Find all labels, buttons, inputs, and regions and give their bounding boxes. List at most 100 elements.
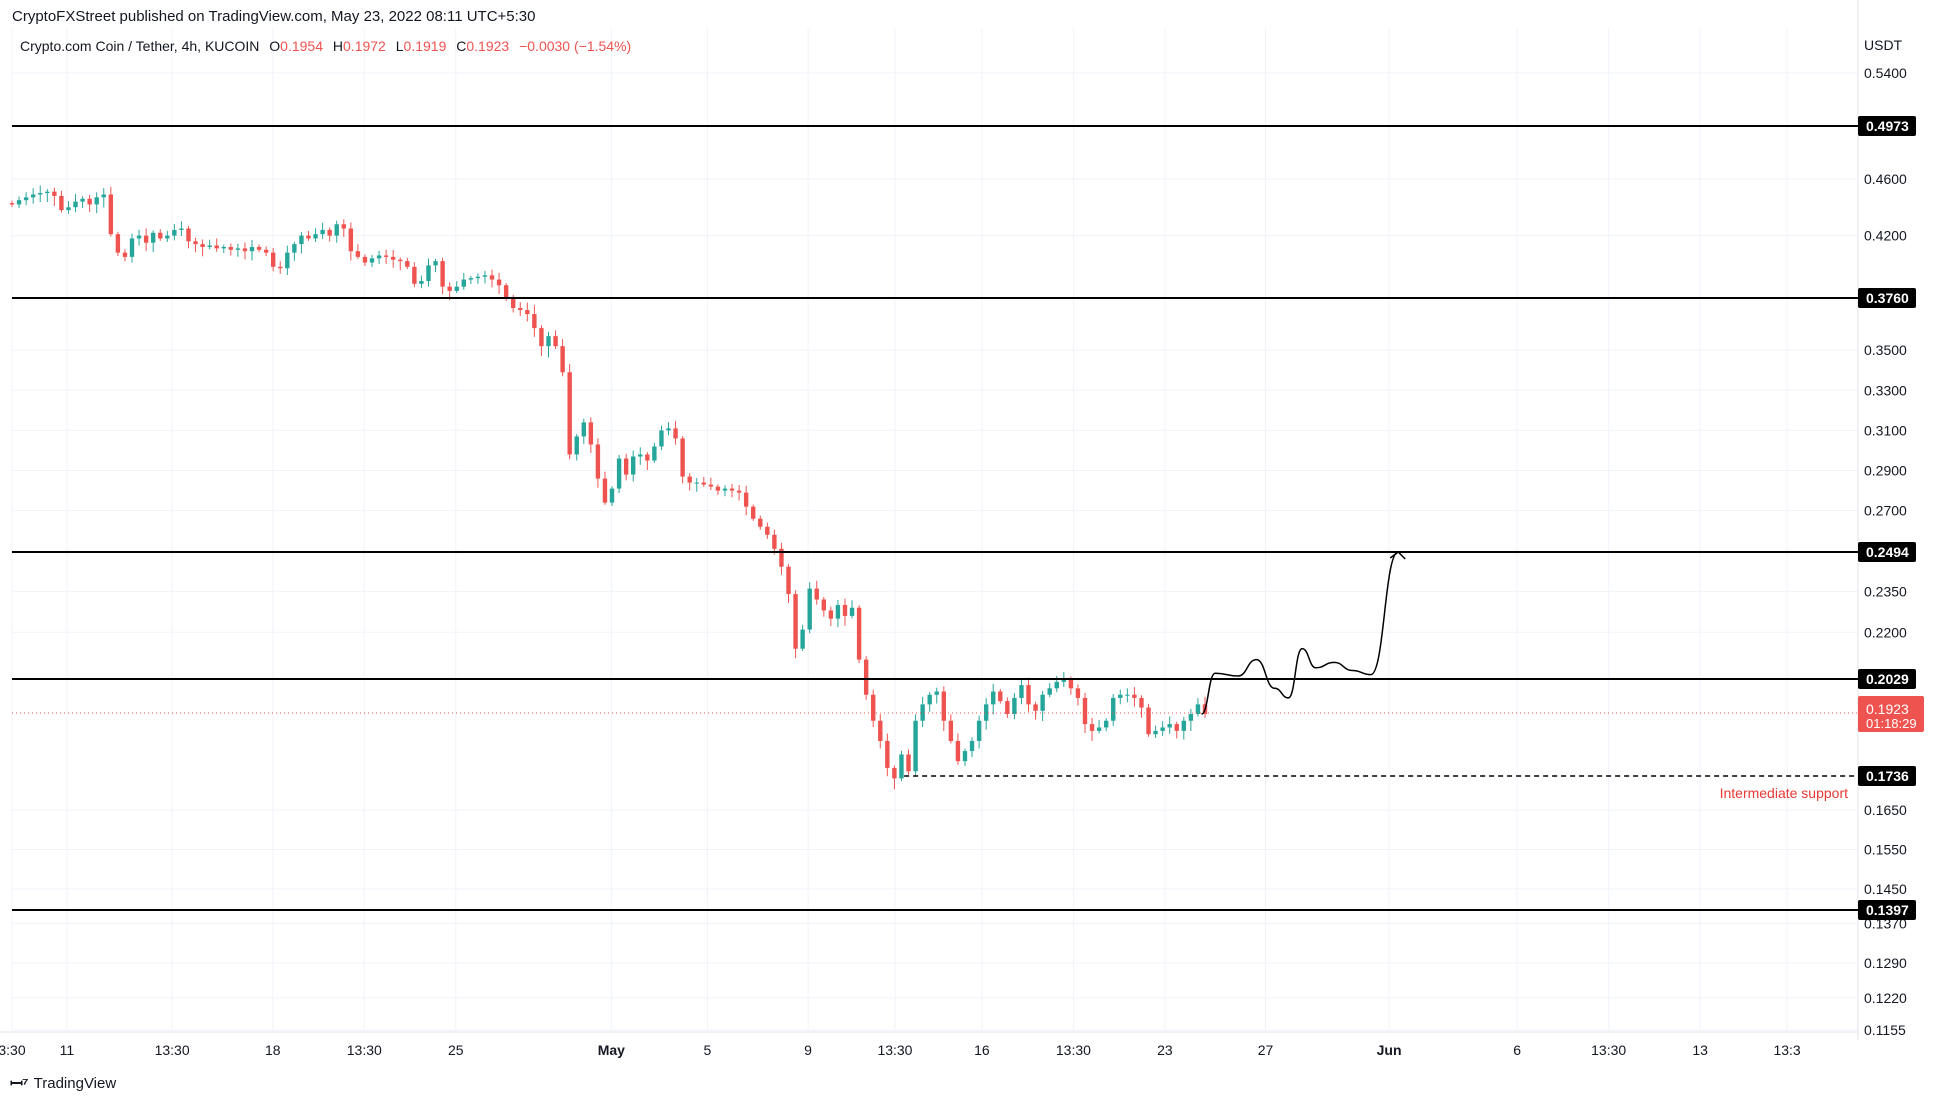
support-price-label: 0.1736 (1866, 768, 1909, 784)
time-tick-label: 9 (804, 1042, 812, 1058)
time-tick-label: 6 (1513, 1042, 1521, 1058)
candle-body (743, 492, 749, 507)
projection-arrowhead (1389, 551, 1406, 560)
time-tick-label: 13:3 (1773, 1042, 1800, 1058)
price-tick-label: 0.2350 (1864, 583, 1907, 599)
candle-body (1153, 730, 1158, 735)
candle-body (73, 201, 78, 208)
candle-body (708, 484, 714, 487)
candle-body (115, 234, 121, 253)
time-tick-label: 13:30 (1591, 1042, 1626, 1058)
candle-body (814, 588, 819, 600)
level-price-label: 0.4973 (1866, 118, 1909, 134)
candle-body (1019, 685, 1024, 698)
candle-body (842, 604, 848, 616)
candle-body (38, 193, 43, 195)
candle-body (941, 691, 947, 721)
candle-body (849, 607, 855, 616)
candle-body (45, 191, 50, 194)
candle-body (518, 308, 523, 311)
candle-body (701, 482, 706, 485)
candle-body (143, 235, 149, 243)
candle-body (136, 235, 142, 239)
candle-body (412, 266, 417, 284)
time-tick-label: 13:30 (1056, 1042, 1091, 1058)
level-price-label: 0.2029 (1866, 671, 1909, 687)
candle-body (983, 704, 989, 721)
candle-body (948, 720, 954, 741)
candle-body (327, 229, 332, 236)
candle-body (991, 691, 996, 705)
level-price-tag (1858, 288, 1916, 308)
candle-body (751, 506, 756, 519)
time-tick-label: May (598, 1042, 625, 1058)
candle-body (560, 346, 565, 373)
candle-body (793, 594, 798, 649)
open-label: O (269, 38, 281, 54)
candle-body (638, 454, 643, 457)
price-tick-label: 0.2700 (1864, 503, 1907, 519)
candle-body (969, 740, 975, 752)
candle-body (9, 203, 15, 205)
level-price-tag (1858, 669, 1916, 689)
countdown-label: 01:18:29 (1866, 716, 1917, 731)
candle-body (765, 526, 770, 535)
candle-body (1167, 724, 1172, 728)
support-price-tag (1858, 766, 1916, 786)
candle-body (567, 372, 572, 455)
price-tick-label: 0.2200 (1864, 624, 1907, 640)
candle-body (334, 224, 339, 236)
candle-body (193, 241, 198, 245)
price-tick-label: 0.1550 (1864, 842, 1907, 858)
candle-body (595, 444, 601, 479)
candle-body (249, 246, 255, 252)
candle-body (482, 275, 488, 277)
candle-body (376, 255, 382, 259)
candle-body (108, 194, 114, 235)
price-tick-label: 0.3300 (1864, 382, 1907, 398)
candle-body (235, 248, 241, 250)
time-tick-label: 25 (448, 1042, 464, 1058)
candle-body (440, 261, 445, 287)
level-price-tag (1858, 542, 1916, 562)
symbol-info-bar: Crypto.com Coin / Tether, 4h, KUCOIN O0.… (20, 38, 631, 54)
candle-body (256, 246, 262, 250)
candle-body (800, 629, 805, 649)
last-price-label: 0.1923 (1866, 701, 1909, 717)
low-label: L (395, 38, 404, 54)
candle-body (292, 244, 297, 253)
candle-body (496, 279, 502, 286)
candle-body (687, 476, 692, 483)
level-price-label: 0.3760 (1866, 290, 1909, 306)
candle-body (320, 229, 325, 235)
close-label: C (456, 38, 467, 54)
tradingview-logo-icon: ꟷ⁷ (10, 1076, 29, 1093)
candle-body (348, 228, 354, 252)
candle-body (1132, 694, 1137, 698)
candle-body (398, 259, 403, 262)
brand-name[interactable]: TradingView (33, 1074, 117, 1092)
level-price-tag (1858, 900, 1916, 920)
candle-body (52, 191, 57, 196)
support-annotation: Intermediate support (1720, 785, 1849, 801)
symbol-name[interactable]: Crypto.com Coin / Tether, 4h, KUCOIN (20, 38, 260, 54)
candle-body (369, 258, 375, 263)
candle-body (786, 566, 791, 595)
candle-body (934, 691, 939, 695)
candle-body (878, 720, 883, 741)
candle-body (694, 482, 699, 484)
time-tick-label: 27 (1258, 1042, 1274, 1058)
candle-body (362, 256, 368, 263)
time-tick-label: 16 (974, 1042, 990, 1058)
price-tick-label: 0.1450 (1864, 881, 1907, 897)
candle-body (828, 610, 834, 619)
candle-body (553, 336, 558, 347)
candle-body (1139, 697, 1144, 708)
price-tick-label: 0.2900 (1864, 463, 1907, 479)
candle-body (1047, 688, 1052, 695)
price-tick-label: 0.1650 (1864, 802, 1907, 818)
candle-body (863, 659, 869, 695)
candle-body (221, 246, 226, 249)
candle-body (602, 478, 608, 503)
